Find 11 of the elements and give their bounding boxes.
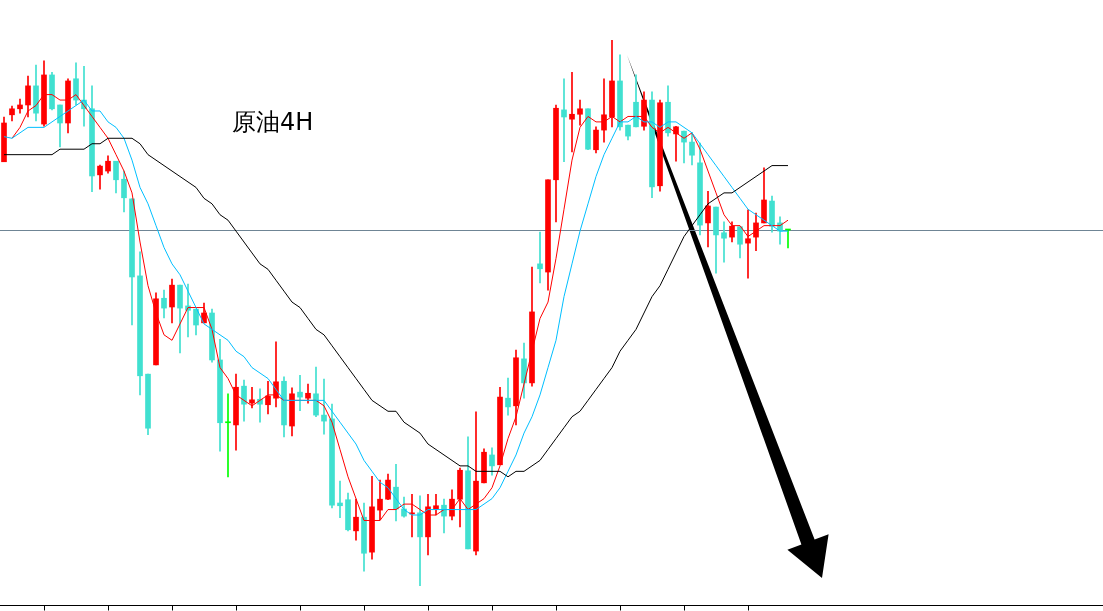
candlestick [721, 221, 727, 263]
text: 原油4H [232, 108, 314, 137]
candlestick [337, 480, 343, 519]
candlestick [673, 125, 679, 162]
candlestick [321, 378, 327, 435]
candlestick [297, 374, 303, 412]
candlestick [561, 78, 567, 163]
candlestick [745, 209, 751, 279]
candlestick [537, 231, 543, 284]
candlestick [257, 388, 263, 423]
candlestick [225, 393, 231, 478]
